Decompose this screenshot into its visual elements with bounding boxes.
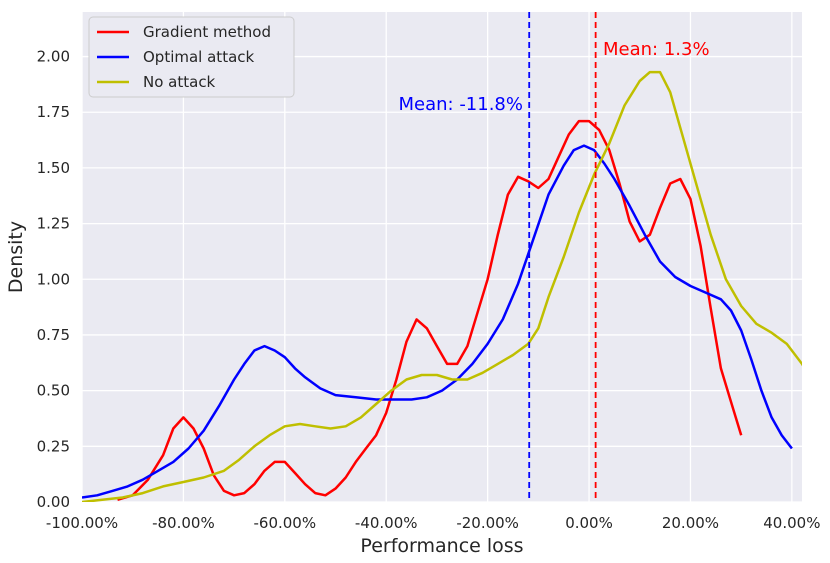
- legend: Gradient method Optimal attack No attack: [88, 16, 295, 98]
- mean-lines: [528, 12, 597, 502]
- y-tick-label-2: 0.50: [37, 382, 70, 400]
- x-tick-label-4: -20.00%: [456, 514, 519, 532]
- mean-annotation-optimal: Mean: -11.8%: [398, 94, 523, 115]
- series-lines: [82, 70, 802, 502]
- legend-label-2: No attack: [143, 73, 216, 91]
- x-tick-label-6: 20.00%: [662, 514, 719, 532]
- y-tick-labels: 0.00 0.25 0.50 0.75 1.00 1.25 1.50 1.75 2.00: [37, 48, 70, 511]
- y-tick-label-6: 1.50: [37, 159, 70, 177]
- x-tick-label-5: 0.00%: [565, 514, 613, 532]
- mean-annotation-gradient: Mean: 1.3%: [603, 39, 710, 60]
- x-tick-label-0: -100.00%: [46, 514, 118, 532]
- y-axis-label: Density: [5, 221, 27, 293]
- y-tick-label-1: 0.25: [37, 437, 70, 455]
- x-tick-label-2: -60.00%: [254, 514, 317, 532]
- series-line-gradient-method: [117, 119, 743, 501]
- x-tick-label-7: 40.00%: [763, 514, 820, 532]
- legend-box: [88, 16, 295, 98]
- x-tick-labels: -100.00% -80.00% -60.00% -40.00% -20.00% 0.00…: [46, 514, 821, 532]
- x-tick-label-1: -80.00%: [152, 514, 215, 532]
- legend-label-1: Optimal attack: [143, 48, 255, 66]
- legend-label-0: Gradient method: [143, 23, 271, 41]
- x-tick-label-3: -40.00%: [355, 514, 418, 532]
- y-tick-label-8: 2.00: [37, 48, 70, 66]
- y-tick-label-4: 1.00: [37, 270, 70, 288]
- y-tick-label-3: 0.75: [37, 326, 70, 344]
- x-axis-label: Performance loss: [360, 535, 523, 557]
- y-tick-label-0: 0.00: [37, 493, 70, 511]
- series-line-no-attack: [82, 70, 802, 502]
- y-tick-label-7: 1.75: [37, 103, 70, 121]
- y-tick-label-5: 1.25: [37, 215, 70, 233]
